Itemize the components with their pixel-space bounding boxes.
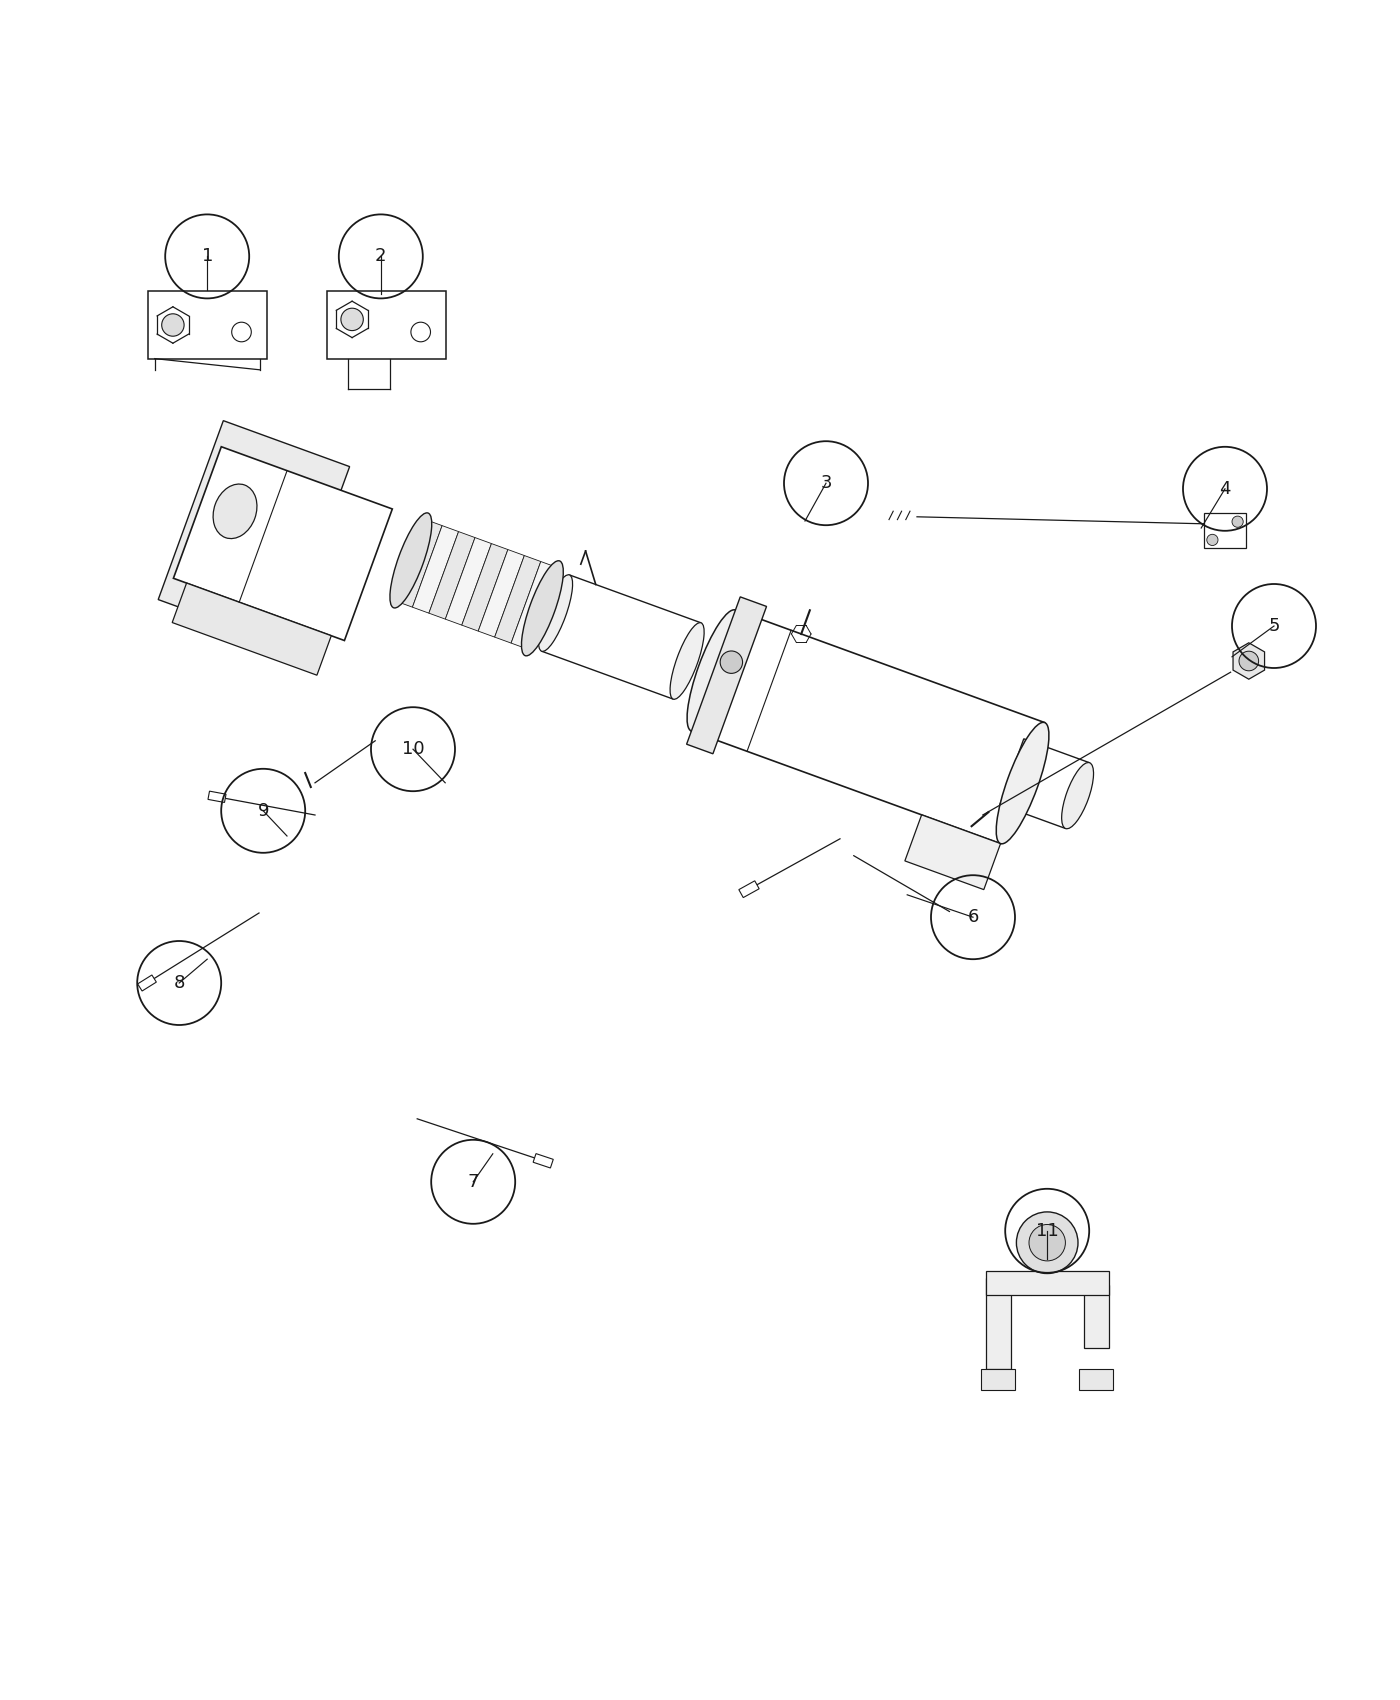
Circle shape: [1029, 1224, 1065, 1261]
Text: 11: 11: [1036, 1222, 1058, 1239]
Polygon shape: [986, 1270, 1109, 1294]
Polygon shape: [462, 544, 508, 631]
Ellipse shape: [687, 610, 739, 731]
Text: 7: 7: [468, 1173, 479, 1190]
Polygon shape: [1000, 740, 1089, 828]
Polygon shape: [511, 561, 557, 649]
Ellipse shape: [671, 622, 704, 699]
Polygon shape: [174, 447, 392, 641]
Circle shape: [720, 651, 742, 673]
Polygon shape: [1233, 643, 1264, 680]
Polygon shape: [1079, 1368, 1113, 1389]
Polygon shape: [428, 532, 475, 619]
Polygon shape: [686, 597, 767, 753]
Ellipse shape: [997, 722, 1049, 843]
Polygon shape: [981, 1368, 1015, 1389]
Ellipse shape: [539, 575, 573, 651]
Text: 1: 1: [202, 248, 213, 265]
Ellipse shape: [213, 484, 258, 539]
Polygon shape: [396, 520, 442, 607]
Polygon shape: [739, 881, 759, 898]
Ellipse shape: [391, 513, 431, 609]
Polygon shape: [904, 814, 1001, 889]
Circle shape: [161, 314, 183, 337]
Circle shape: [342, 308, 364, 330]
Polygon shape: [986, 1278, 1011, 1369]
Circle shape: [1016, 1212, 1078, 1273]
Text: 3: 3: [820, 474, 832, 493]
Text: 4: 4: [1219, 479, 1231, 498]
Polygon shape: [533, 1154, 553, 1168]
Text: 10: 10: [402, 740, 424, 758]
Circle shape: [1232, 517, 1243, 527]
Polygon shape: [172, 583, 332, 675]
Polygon shape: [413, 525, 459, 614]
Polygon shape: [328, 291, 445, 359]
Text: 6: 6: [967, 908, 979, 927]
Text: 2: 2: [375, 248, 386, 265]
Text: 5: 5: [1268, 617, 1280, 636]
Polygon shape: [479, 549, 525, 638]
Ellipse shape: [1061, 763, 1093, 828]
Polygon shape: [1084, 1285, 1109, 1348]
Polygon shape: [209, 790, 225, 802]
Circle shape: [1207, 534, 1218, 546]
Text: 9: 9: [258, 802, 269, 819]
Polygon shape: [445, 537, 491, 626]
Polygon shape: [692, 610, 1044, 843]
Polygon shape: [137, 976, 157, 991]
Text: 8: 8: [174, 974, 185, 993]
Polygon shape: [148, 291, 266, 359]
Polygon shape: [542, 575, 701, 699]
Polygon shape: [158, 420, 350, 646]
Polygon shape: [1204, 513, 1246, 549]
Ellipse shape: [521, 561, 563, 656]
Circle shape: [1239, 651, 1259, 672]
Polygon shape: [494, 556, 540, 643]
